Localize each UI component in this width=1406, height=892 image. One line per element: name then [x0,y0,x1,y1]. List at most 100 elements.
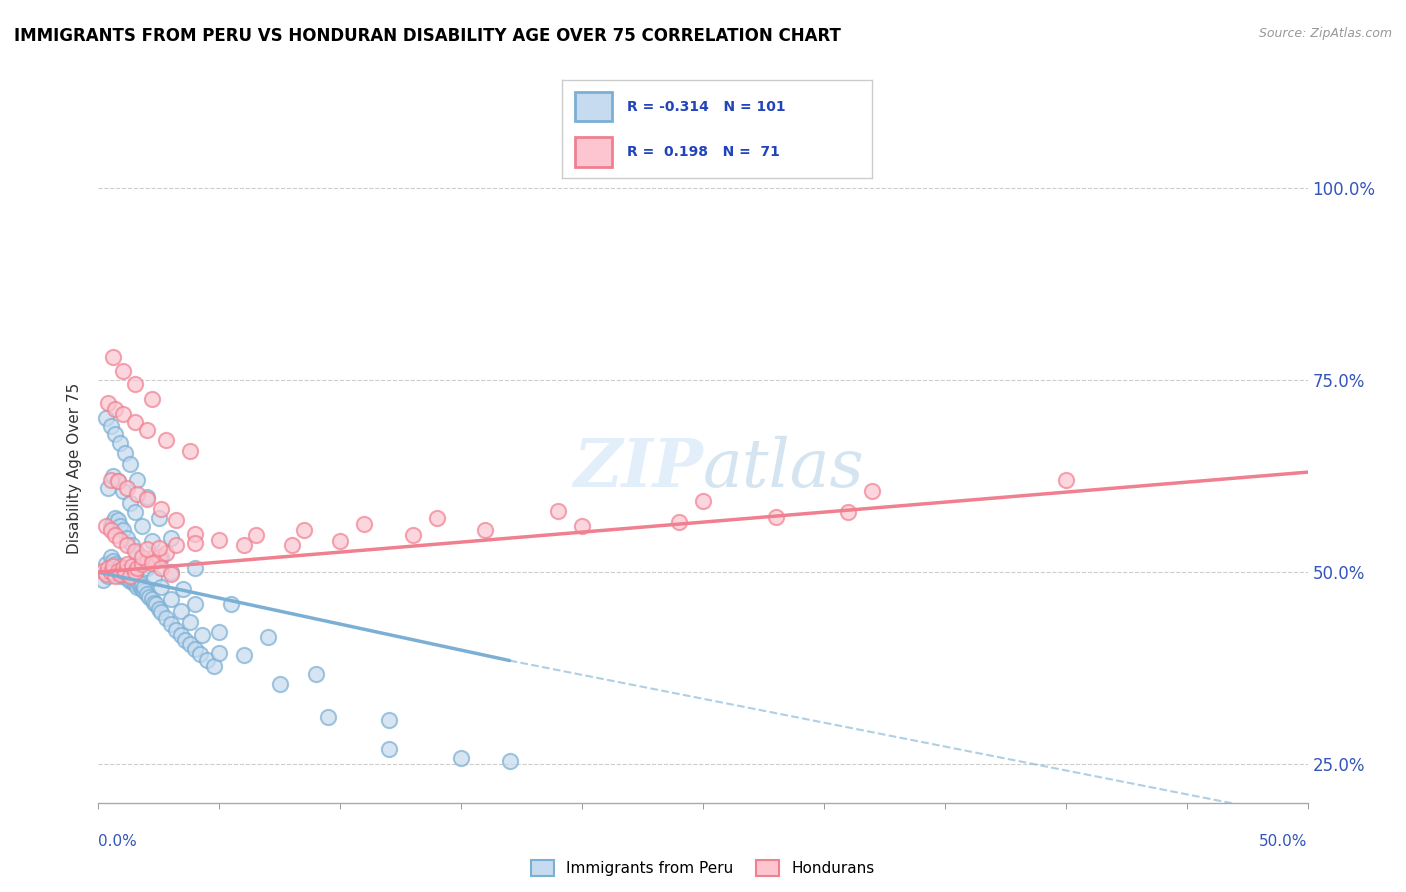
Point [232,648,254,662]
Text: atlas: atlas [703,435,865,501]
Point [169,628,191,642]
Y-axis label: Disability Age Over 75: Disability Age Over 75 [67,383,83,554]
Point [179,443,201,458]
Point [131,549,153,564]
Point [221,598,243,612]
Point [118,569,141,583]
Point [118,496,141,510]
Point [281,538,304,552]
Point [150,561,173,575]
Point [97,569,120,583]
Point [204,659,226,673]
Point [150,549,173,564]
Point [94,519,117,533]
Point [117,566,139,581]
Point [121,558,143,573]
FancyBboxPatch shape [575,92,612,121]
Point [117,538,139,552]
Point [111,364,134,378]
Point [148,549,170,564]
Point [498,754,520,768]
Point [160,617,183,632]
Point [179,637,201,651]
Point [184,526,207,541]
Text: ZIP: ZIP [574,436,703,500]
Point [108,519,131,533]
Point [165,513,187,527]
Point [305,666,328,681]
Point [160,592,183,607]
Point [195,653,218,667]
Point [117,558,139,572]
Point [188,647,211,661]
Point [124,415,146,429]
Point [135,587,157,601]
Point [121,569,143,583]
Point [174,632,197,647]
Point [100,419,122,434]
Point [141,551,163,566]
Point [138,590,160,604]
Point [118,458,141,472]
Point [184,598,207,612]
Point [145,598,167,612]
Point [143,571,166,585]
Point [111,561,134,575]
Point [232,538,254,552]
Point [155,611,177,625]
Point [124,376,146,391]
Point [117,531,139,545]
Point [141,534,163,549]
Point [316,709,339,723]
Point [100,565,122,579]
Text: R =  0.198   N =  71: R = 0.198 N = 71 [627,145,780,159]
Text: IMMIGRANTS FROM PERU VS HONDURAN DISABILITY AGE OVER 75 CORRELATION CHART: IMMIGRANTS FROM PERU VS HONDURAN DISABIL… [14,27,841,45]
Point [184,536,207,550]
Point [135,542,157,557]
Point [547,503,569,517]
Point [91,564,114,578]
Point [111,561,134,575]
Point [329,534,352,549]
Point [148,511,170,525]
Point [135,423,157,437]
Point [94,566,117,581]
Point [160,566,183,581]
Point [169,603,191,617]
Point [402,528,425,542]
Point [107,475,129,489]
Point [101,350,124,364]
Point [124,571,146,585]
Point [101,561,124,575]
Point [208,646,231,660]
Point [292,523,315,537]
Point [184,642,207,657]
Point [474,523,496,537]
Point [135,490,157,504]
Point [148,541,170,555]
Point [97,481,120,495]
Point [104,558,127,572]
Point [127,473,149,487]
Point [118,569,141,583]
Point [104,402,127,417]
Point [141,556,163,570]
Point [127,486,149,500]
Point [353,517,375,532]
Text: 0.0%: 0.0% [98,833,138,848]
Point [104,426,127,441]
Text: 50.0%: 50.0% [1260,833,1308,848]
Point [150,605,173,619]
FancyBboxPatch shape [575,137,612,167]
Point [131,558,153,572]
Point [104,511,127,525]
Point [179,615,201,629]
Point [172,582,194,596]
Point [100,473,122,487]
Point [100,523,122,537]
Point [104,565,127,579]
Point [134,581,156,595]
Point [124,543,146,558]
Point [114,565,136,579]
Point [160,531,183,545]
